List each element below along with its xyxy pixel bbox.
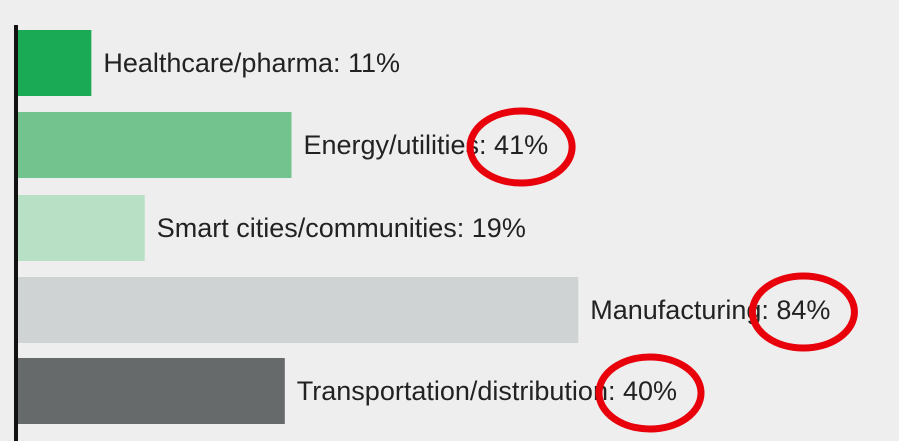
value-label: Healthcare/pharma: 11% xyxy=(103,48,400,78)
bar xyxy=(18,30,92,96)
value-label: Transportation/distribution: 40% xyxy=(297,376,677,406)
bar xyxy=(18,358,285,424)
bar xyxy=(18,277,579,343)
value-label: Smart cities/communities: 19% xyxy=(157,213,526,243)
value-label: Manufacturing: 84% xyxy=(590,295,830,325)
value-label: Energy/utilities: 41% xyxy=(303,130,548,160)
bar xyxy=(18,195,145,261)
highlight-circle xyxy=(748,272,858,352)
highlight-circle xyxy=(466,107,576,187)
bar xyxy=(18,112,292,178)
highlight-circle xyxy=(595,353,705,433)
